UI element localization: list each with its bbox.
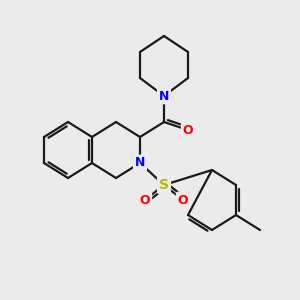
Text: O: O [178,194,188,206]
Text: O: O [183,124,193,136]
Text: S: S [159,178,169,192]
Text: N: N [159,89,169,103]
Text: O: O [140,194,150,206]
Text: N: N [135,157,145,169]
